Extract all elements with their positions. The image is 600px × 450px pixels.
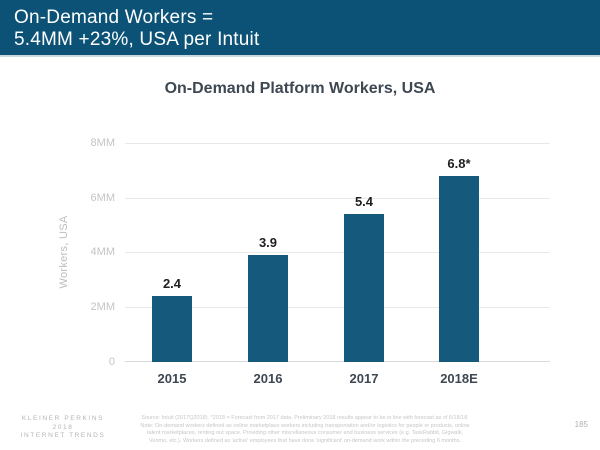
bar-value-label-2016: 3.9 (258, 235, 278, 250)
chart-title: On-Demand Platform Workers, USA (164, 80, 436, 97)
y-axis-tick-labels: 8MM 6MM 4MM 2MM 0 (60, 0, 115, 450)
x-tick-2015: 2015 (157, 371, 187, 386)
x-tick-2018e: 2018E (440, 371, 478, 386)
y-tick-4mm: 4MM (90, 246, 115, 258)
x-tick-2017: 2017 (349, 371, 379, 386)
brand-line3: INTERNET TRENDS (20, 432, 106, 439)
header-title-line1: On-Demand Workers = (14, 7, 214, 28)
header-title-line2: 5.4MM +23%, USA per Intuit (14, 29, 260, 50)
kleiner-perkins-brand: KLEINER PERKINS 2018 INTERNET TRENDS (8, 415, 118, 441)
y-tick-8mm: 8MM (90, 137, 115, 149)
bar-group-2018e: 6.8* (439, 156, 479, 362)
x-axis-baseline (125, 361, 550, 362)
x-tick-2016: 2016 (253, 371, 283, 386)
bar-value-label-2018e: 6.8* (447, 156, 471, 171)
y-tick-6mm: 6MM (90, 192, 115, 204)
bar-2016 (248, 255, 288, 362)
y-tick-0: 0 (108, 356, 115, 368)
bar-group-2016: 3.9 (248, 235, 288, 362)
bar-chart-plot-area: 2.4 3.9 5.4 6.8* 2015 2016 2017 2018E (125, 143, 550, 386)
bar-group-2015: 2.4 (152, 276, 192, 362)
gridline-6mm (125, 198, 550, 199)
bar-2017 (344, 214, 384, 362)
gridline-8mm (125, 143, 550, 144)
footnote-line4: Venmo, etc.). Workers defined as 'active… (149, 437, 461, 444)
source-footnote: Source: Intuit (2017Q2018). *2018 = Fore… (138, 415, 472, 445)
footnote-line1: Source: Intuit (2017Q2018). *2018 = Fore… (141, 415, 469, 421)
bar-group-2017: 5.4 (344, 194, 384, 362)
gridline-2mm (125, 307, 550, 308)
brand-line2: 2018 (52, 423, 74, 431)
brand-line1: KLEINER PERKINS (21, 415, 105, 422)
bar-2018e (439, 176, 479, 362)
bar-value-label-2017: 5.4 (354, 194, 374, 209)
footnote-line3: talent marketplaces, renting out space. … (146, 430, 463, 436)
page-number: 185 (574, 420, 588, 429)
bar-value-label-2015: 2.4 (162, 276, 182, 291)
y-tick-2mm: 2MM (90, 301, 115, 313)
bar-2015 (152, 296, 192, 362)
gridline-4mm (125, 252, 550, 253)
slide-header-banner: On-Demand Workers = 5.4MM +23%, USA per … (0, 0, 600, 57)
footnote-line2: Note: On-demand workers defined as onlin… (140, 422, 470, 429)
